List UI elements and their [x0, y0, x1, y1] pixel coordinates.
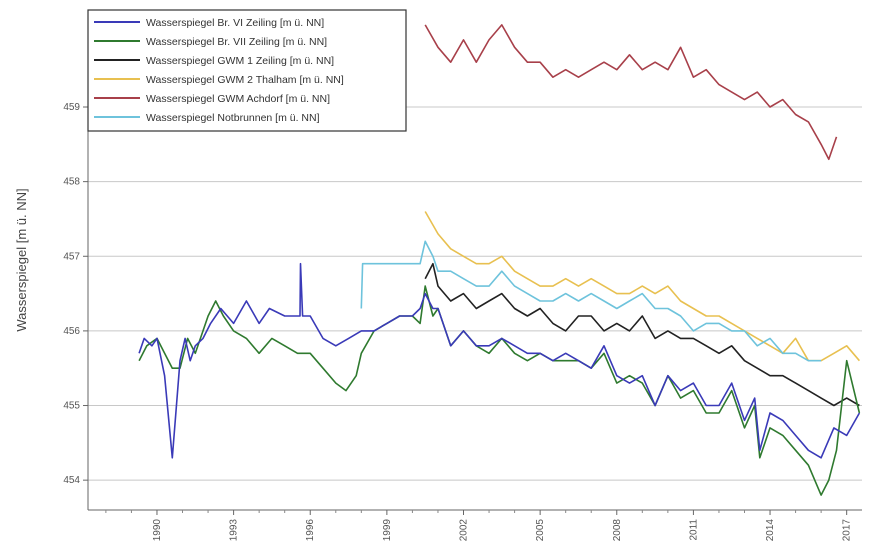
legend-label-1: Wasserspiegel Br. VII Zeiling [m ü. NN] [146, 36, 327, 48]
x-tick-label-5: 2005 [535, 519, 546, 542]
x-ticks: 1990 1993 1996 1999 2002 2005 2008 2011 2014 2017 [105, 510, 853, 542]
legend-label-2: Wasserspiegel GWM 1 Zeiling [m ü. NN] [146, 55, 334, 67]
x-tick-label-2: 1996 [305, 519, 316, 542]
series-line-5 [360, 240, 822, 362]
x-tick-label-0: 1990 [152, 519, 163, 542]
y-tick-label-0: 454 [63, 475, 80, 486]
series-line-4 [424, 24, 838, 161]
legend: Wasserspiegel Br. VI Zeiling [m ü. NN] Wa… [87, 9, 407, 132]
x-tick-label-8: 2014 [765, 519, 776, 542]
y-axis-label: Wasserspiegel [m ü. NN] [14, 188, 29, 331]
x-tick-label-1: 1993 [229, 519, 240, 542]
legend-label-4: Wasserspiegel GWM Achdorf [m ü. NN] [146, 93, 330, 105]
series-line-3 [424, 211, 861, 362]
legend-label-0: Wasserspiegel Br. VI Zeiling [m ü. NN] [146, 17, 324, 29]
x-tick-label-7: 2011 [688, 519, 699, 541]
x-tick-label-9: 2017 [842, 519, 853, 542]
series-line-0 [138, 262, 861, 459]
y-tick-label-3: 457 [63, 251, 80, 262]
series-line-2 [424, 262, 860, 407]
x-tick-label-3: 1999 [382, 519, 393, 542]
y-ticks: 454 455 456 457 458 459 [63, 102, 88, 486]
series-lines [138, 24, 861, 496]
y-tick-label-4: 458 [63, 177, 80, 188]
x-tick-label-4: 2002 [459, 519, 470, 542]
gridlines [88, 106, 862, 481]
legend-label-5: Wasserspiegel Notbrunnen [m ü. NN] [146, 112, 320, 124]
legend-label-3: Wasserspiegel GWM 2 Thalham [m ü. NN] [146, 74, 344, 86]
y-tick-label-5: 459 [63, 102, 80, 113]
legend-box [87, 9, 407, 132]
y-tick-label-1: 455 [63, 401, 80, 412]
y-tick-label-2: 456 [63, 326, 80, 337]
x-tick-label-6: 2008 [612, 519, 623, 542]
